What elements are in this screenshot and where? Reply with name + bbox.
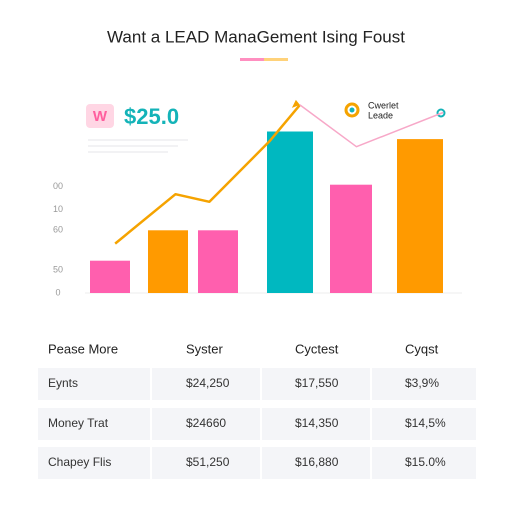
- table-cell-text: $24,250: [186, 376, 230, 390]
- bar: [330, 184, 372, 293]
- table-cell: [262, 368, 370, 400]
- y-tick-label: 00: [53, 181, 63, 191]
- badge: [86, 104, 114, 128]
- headline: $25.0: [124, 104, 179, 129]
- table-cell: [372, 408, 476, 440]
- table-cell-text: Chapey Flis: [48, 455, 111, 469]
- table-cell: [372, 368, 476, 400]
- table: Pease More Syster Cyctest Cyqst Eynts $24,250…: [38, 341, 476, 479]
- y-tick-label: 50: [53, 265, 63, 275]
- legend-text: Cwerlet: [368, 100, 399, 110]
- table-cell-text: $15.0%: [405, 455, 446, 469]
- table-header: Cyctest: [295, 341, 339, 356]
- table-cell-text: Money Trat: [48, 416, 109, 430]
- chart: 00 10 60 50 0: [53, 99, 462, 297]
- legend-text: Leade: [368, 110, 393, 120]
- table-header: Syster: [186, 341, 224, 356]
- y-tick-label: 60: [53, 225, 63, 235]
- table-cell: [152, 447, 260, 479]
- bar: [397, 139, 443, 293]
- line-end-marker: [436, 108, 446, 118]
- badge-text: W: [93, 108, 108, 125]
- y-tick-label: 0: [55, 287, 60, 297]
- table-cell-text: $14,5%: [405, 416, 446, 430]
- legend-icon: [344, 102, 360, 118]
- table-cell: [262, 447, 370, 479]
- table-cell-text: $17,550: [295, 376, 339, 390]
- bar: [90, 260, 130, 293]
- table-cell-text: $51,250: [186, 455, 230, 469]
- table-cell-text: Eynts: [48, 376, 78, 390]
- table-cell: [372, 447, 476, 479]
- table-cell: [152, 408, 260, 440]
- table-cell: [262, 408, 370, 440]
- table-header: Cyqst: [405, 341, 439, 356]
- table-cell-text: $14,350: [295, 416, 339, 430]
- title-underline: [264, 58, 288, 61]
- legend-icon: [349, 107, 355, 113]
- table-cell: [152, 368, 260, 400]
- table-cell: [38, 447, 150, 479]
- trend-line: [114, 104, 301, 245]
- title-underline: [240, 58, 264, 61]
- trend-line: [299, 104, 444, 148]
- bar: [267, 131, 313, 293]
- chart-title: Want a LEAD ManaGement Ising Foust: [107, 27, 405, 46]
- table-cell-text: $3,9%: [405, 376, 439, 390]
- table-cell: [38, 408, 150, 440]
- y-tick-label: 10: [53, 204, 63, 214]
- table-header: Pease More: [48, 341, 118, 356]
- table-cell-text: $24660: [186, 416, 226, 430]
- table-cell-text: $16,880: [295, 455, 339, 469]
- table-cell: [38, 368, 150, 400]
- arrow-head: [291, 99, 300, 108]
- bar: [148, 230, 188, 293]
- bar: [198, 230, 238, 293]
